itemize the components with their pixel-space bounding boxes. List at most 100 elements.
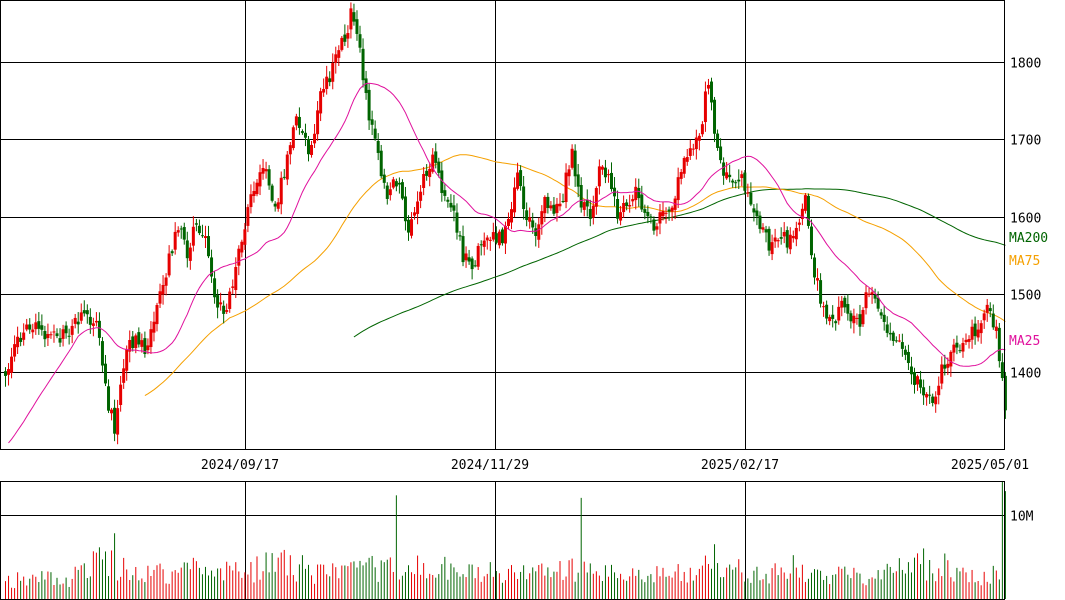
candle-body — [955, 342, 959, 348]
candle-body — [300, 131, 304, 133]
candle-body — [373, 128, 377, 139]
candle-body — [864, 292, 868, 309]
candle-body — [755, 210, 759, 217]
candle-body — [749, 192, 753, 205]
candle-body — [879, 312, 883, 316]
candle-body — [210, 257, 214, 277]
candle-body — [813, 257, 817, 278]
candle-body — [776, 240, 780, 242]
candle-body — [91, 323, 95, 326]
candle-body — [452, 205, 456, 211]
candle-body — [994, 326, 998, 331]
candle-body — [367, 89, 371, 121]
candle-body — [164, 277, 168, 286]
candle-body — [155, 305, 159, 325]
candle-body — [203, 236, 207, 239]
candle-body — [158, 291, 162, 304]
candle-body — [464, 253, 468, 261]
candle-body — [34, 322, 38, 330]
candle-body — [470, 258, 474, 270]
candle-body — [161, 285, 165, 295]
candle-body — [216, 295, 220, 308]
candle-body — [82, 310, 86, 314]
candle-body — [937, 385, 941, 396]
candle-body — [534, 228, 538, 236]
candle-body — [764, 229, 768, 233]
candle-body — [434, 151, 438, 163]
candle-body — [946, 363, 950, 368]
candle-body — [85, 310, 89, 315]
candle-body — [952, 344, 956, 353]
candle-body — [313, 133, 317, 144]
candle-body — [855, 317, 859, 319]
candle-body — [728, 174, 732, 178]
candle-body — [928, 394, 932, 396]
candle-body — [352, 12, 356, 22]
candle-body — [709, 81, 713, 103]
candle-body — [903, 349, 907, 355]
candle-body — [897, 340, 901, 342]
date-tick-label: 2025/05/01 — [951, 458, 1029, 473]
candle-body — [958, 350, 962, 352]
candle-body — [697, 135, 701, 141]
candle-body — [652, 219, 656, 231]
candle-body — [649, 216, 653, 218]
candle-body — [782, 231, 786, 237]
candle-body — [185, 240, 189, 259]
price-tick-label: 1800 — [1010, 57, 1041, 72]
candle-body — [94, 320, 98, 323]
ma25-line — [8, 82, 1006, 444]
candle-body — [840, 300, 844, 308]
candle-body — [770, 242, 774, 255]
candle-body — [743, 172, 747, 191]
candle-body — [679, 172, 683, 179]
candle-body — [258, 172, 262, 187]
candle-body — [585, 199, 589, 207]
candle-body — [779, 237, 783, 239]
price-tick-label: 1500 — [1010, 289, 1041, 304]
candle-body — [846, 303, 850, 314]
candle-body — [173, 231, 177, 250]
candle-body — [370, 119, 374, 125]
candle-body — [934, 396, 938, 405]
candle-body — [25, 324, 29, 330]
candle-body — [488, 239, 492, 241]
candle-body — [110, 409, 114, 414]
candle-body — [637, 187, 641, 199]
candle-body — [207, 236, 211, 257]
candle-body — [867, 293, 871, 295]
candle-body — [237, 248, 241, 266]
candle-body — [837, 306, 841, 321]
candle-body — [819, 280, 823, 304]
candle-body — [219, 302, 223, 305]
candle-body — [67, 335, 71, 337]
candle-body — [794, 227, 798, 240]
ma-legend: MA200 MA75 MA25 — [1009, 231, 1048, 349]
candle-body — [943, 364, 947, 369]
candle-body — [294, 116, 298, 126]
date-tick-label: 2024/11/29 — [451, 458, 529, 473]
candle-body — [479, 244, 483, 246]
candle-body — [706, 84, 710, 89]
candle-body — [552, 204, 556, 214]
candle-body — [791, 235, 795, 239]
candle-body — [555, 203, 559, 213]
price-tick-label: 1400 — [1010, 367, 1041, 382]
candle-body — [403, 196, 407, 222]
candle-body — [446, 199, 450, 202]
candle-body — [497, 231, 501, 246]
candle-body — [600, 166, 604, 170]
candle-body — [116, 408, 120, 435]
candle-body — [740, 174, 744, 179]
candle-body — [737, 179, 741, 182]
candle-body — [276, 202, 280, 209]
candle-body — [658, 212, 662, 224]
candle-body — [49, 334, 53, 336]
volume-panel: 10M — [0, 481, 1034, 600]
candle-body — [882, 314, 886, 322]
candle-body — [643, 209, 647, 213]
candle-body — [997, 327, 1001, 362]
candle-body — [858, 314, 862, 327]
candle-body — [843, 297, 847, 308]
